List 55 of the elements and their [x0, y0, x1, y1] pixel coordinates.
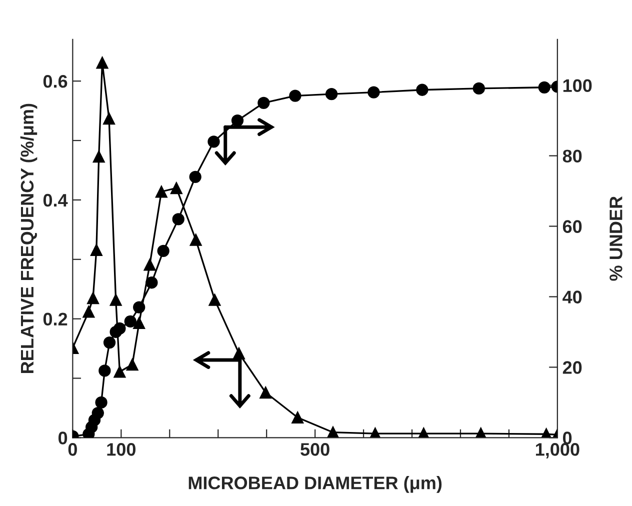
- point: [472, 82, 485, 95]
- point: [114, 366, 126, 378]
- point: [260, 386, 272, 399]
- point: [82, 306, 95, 318]
- point: [190, 234, 202, 246]
- point: [155, 186, 168, 198]
- x-tick-label: 1,000: [536, 443, 580, 458]
- y2-tick-label: 40: [562, 290, 582, 304]
- point: [157, 244, 170, 257]
- point: [146, 276, 158, 289]
- point: [133, 316, 146, 330]
- y2-tick-label: 60: [562, 220, 582, 233]
- y2-tick-label: 100: [563, 79, 592, 92]
- y2-tick-label: 20: [562, 361, 582, 374]
- point: [90, 244, 103, 256]
- point: [208, 136, 220, 148]
- point: [95, 396, 108, 409]
- point: [231, 114, 244, 127]
- x-tick-label: 100: [107, 443, 136, 456]
- point: [98, 364, 111, 377]
- x-tick-label: 500: [300, 443, 330, 456]
- point: [126, 358, 138, 371]
- point: [292, 411, 304, 424]
- point: [92, 406, 104, 420]
- point: [86, 292, 100, 304]
- point: [258, 96, 270, 109]
- point: [368, 86, 380, 98]
- x-axis-title: MICROBEAD DIAMETER (μm): [188, 476, 442, 493]
- point: [170, 182, 182, 194]
- y2-axis-title: % UNDER: [610, 196, 622, 281]
- point: [416, 84, 428, 96]
- x-tick-label: 0: [68, 443, 77, 456]
- point: [538, 81, 550, 94]
- point: [96, 56, 108, 69]
- y-axis-title: RELATIVE FREQUENCY (%/μm): [20, 104, 38, 373]
- point: [289, 90, 302, 102]
- y-tick-label: 0.2: [43, 312, 68, 326]
- point: [208, 294, 221, 306]
- point: [144, 258, 156, 271]
- point: [124, 315, 136, 328]
- y-tick-label: 0.4: [43, 194, 68, 207]
- point: [189, 170, 202, 183]
- point: [102, 112, 116, 125]
- y-tick-label: 0: [58, 432, 68, 444]
- point: [133, 301, 146, 314]
- point: [232, 347, 246, 360]
- point: [110, 294, 122, 306]
- point: [114, 322, 126, 335]
- y-tick-label: 0.6: [43, 75, 68, 88]
- point: [325, 88, 338, 100]
- y2-tick-label: 80: [562, 150, 582, 162]
- point: [92, 150, 105, 163]
- point: [172, 213, 184, 226]
- point: [103, 336, 116, 349]
- y2-tick-label: 0: [563, 432, 572, 444]
